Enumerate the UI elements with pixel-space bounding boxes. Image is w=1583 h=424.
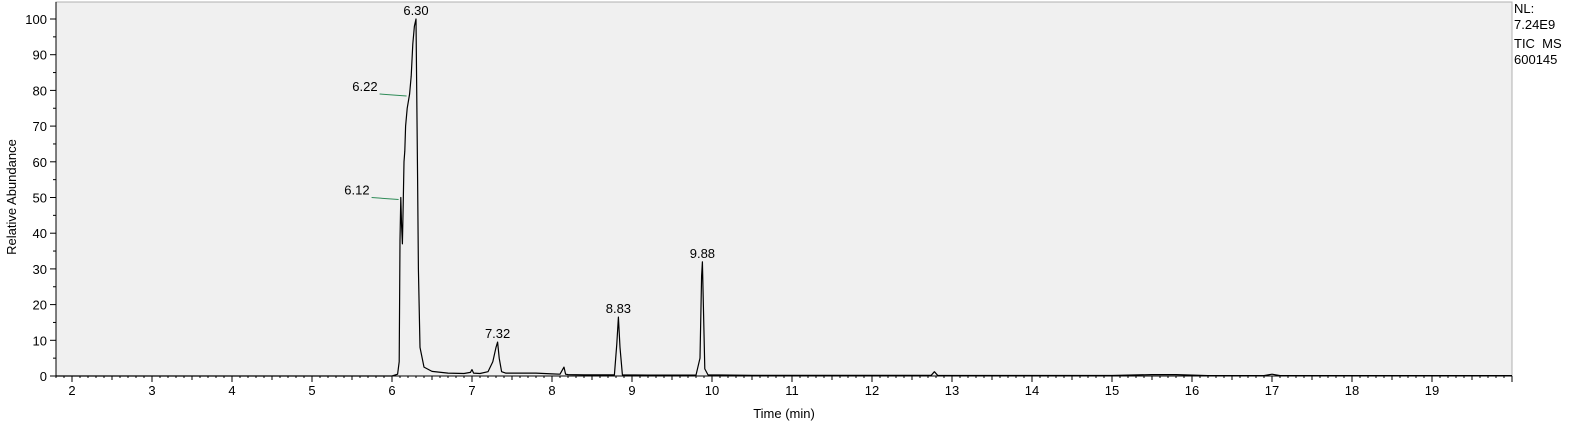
peak-label: 8.83 [606,301,631,316]
y-tick-label: 10 [33,333,47,348]
x-tick-label: 15 [1105,383,1119,398]
y-tick-label: 20 [33,298,47,313]
x-tick-label: 4 [228,383,235,398]
x-tick-label: 8 [548,383,555,398]
peak-marker [371,197,399,200]
chromatogram-line [56,18,1512,377]
nl-value: 7.24E9 [1514,17,1556,32]
x-tick-label: 9 [628,383,635,398]
x-tick-label: 18 [1345,383,1359,398]
plot-area [55,1,1513,377]
peak-marker [379,93,407,97]
x-tick-label: 6 [388,383,395,398]
peak-label: 6.12 [344,183,369,198]
file-name: 600145 [1514,52,1558,67]
y-tick-label: 40 [33,226,47,241]
y-tick-label: 80 [33,83,47,98]
y-tick-label: 0 [40,369,47,384]
y-tick-label: 100 [25,12,47,27]
y-tick-label: 30 [33,262,47,277]
x-tick-label: 2 [68,383,75,398]
x-tick-label: 3 [148,383,155,398]
axis-ticks: 2 3 4 5 6 7 8 9 10 11 12 13 14 15 16 17 18 19 0 10 20 30 40 50 6… [25,12,1513,398]
y-tick-label: 70 [33,119,47,134]
x-tick-label: 13 [945,383,959,398]
peak-label: 9.88 [690,246,715,261]
y-tick-label: 90 [33,48,47,63]
peak-label: 7.32 [485,326,510,341]
x-tick-label: 14 [1025,383,1039,398]
series-group [56,18,1512,377]
x-tick-label: 11 [785,383,799,398]
y-tick-label: 60 [33,155,47,170]
x-axis-label: Time (min) [753,406,815,421]
x-tick-label: 17 [1265,383,1279,398]
peak-label: 6.22 [352,79,377,94]
trace-type: TIC MS [1514,36,1562,51]
peak-label: 6.30 [403,3,428,18]
y-axis-label: Relative Abundance [4,139,19,255]
x-tick-label: 10 [705,383,719,398]
x-tick-label: 7 [468,383,475,398]
x-tick-label: 16 [1185,383,1199,398]
x-tick-label: 5 [308,383,315,398]
nl-label: NL: [1514,1,1535,16]
x-tick-label: 19 [1425,383,1439,398]
peak-labels: 6.30 6.22 6.12 7.32 8.83 9.88 [344,3,715,341]
y-tick-label: 50 [33,191,47,206]
x-tick-label: 12 [865,383,879,398]
